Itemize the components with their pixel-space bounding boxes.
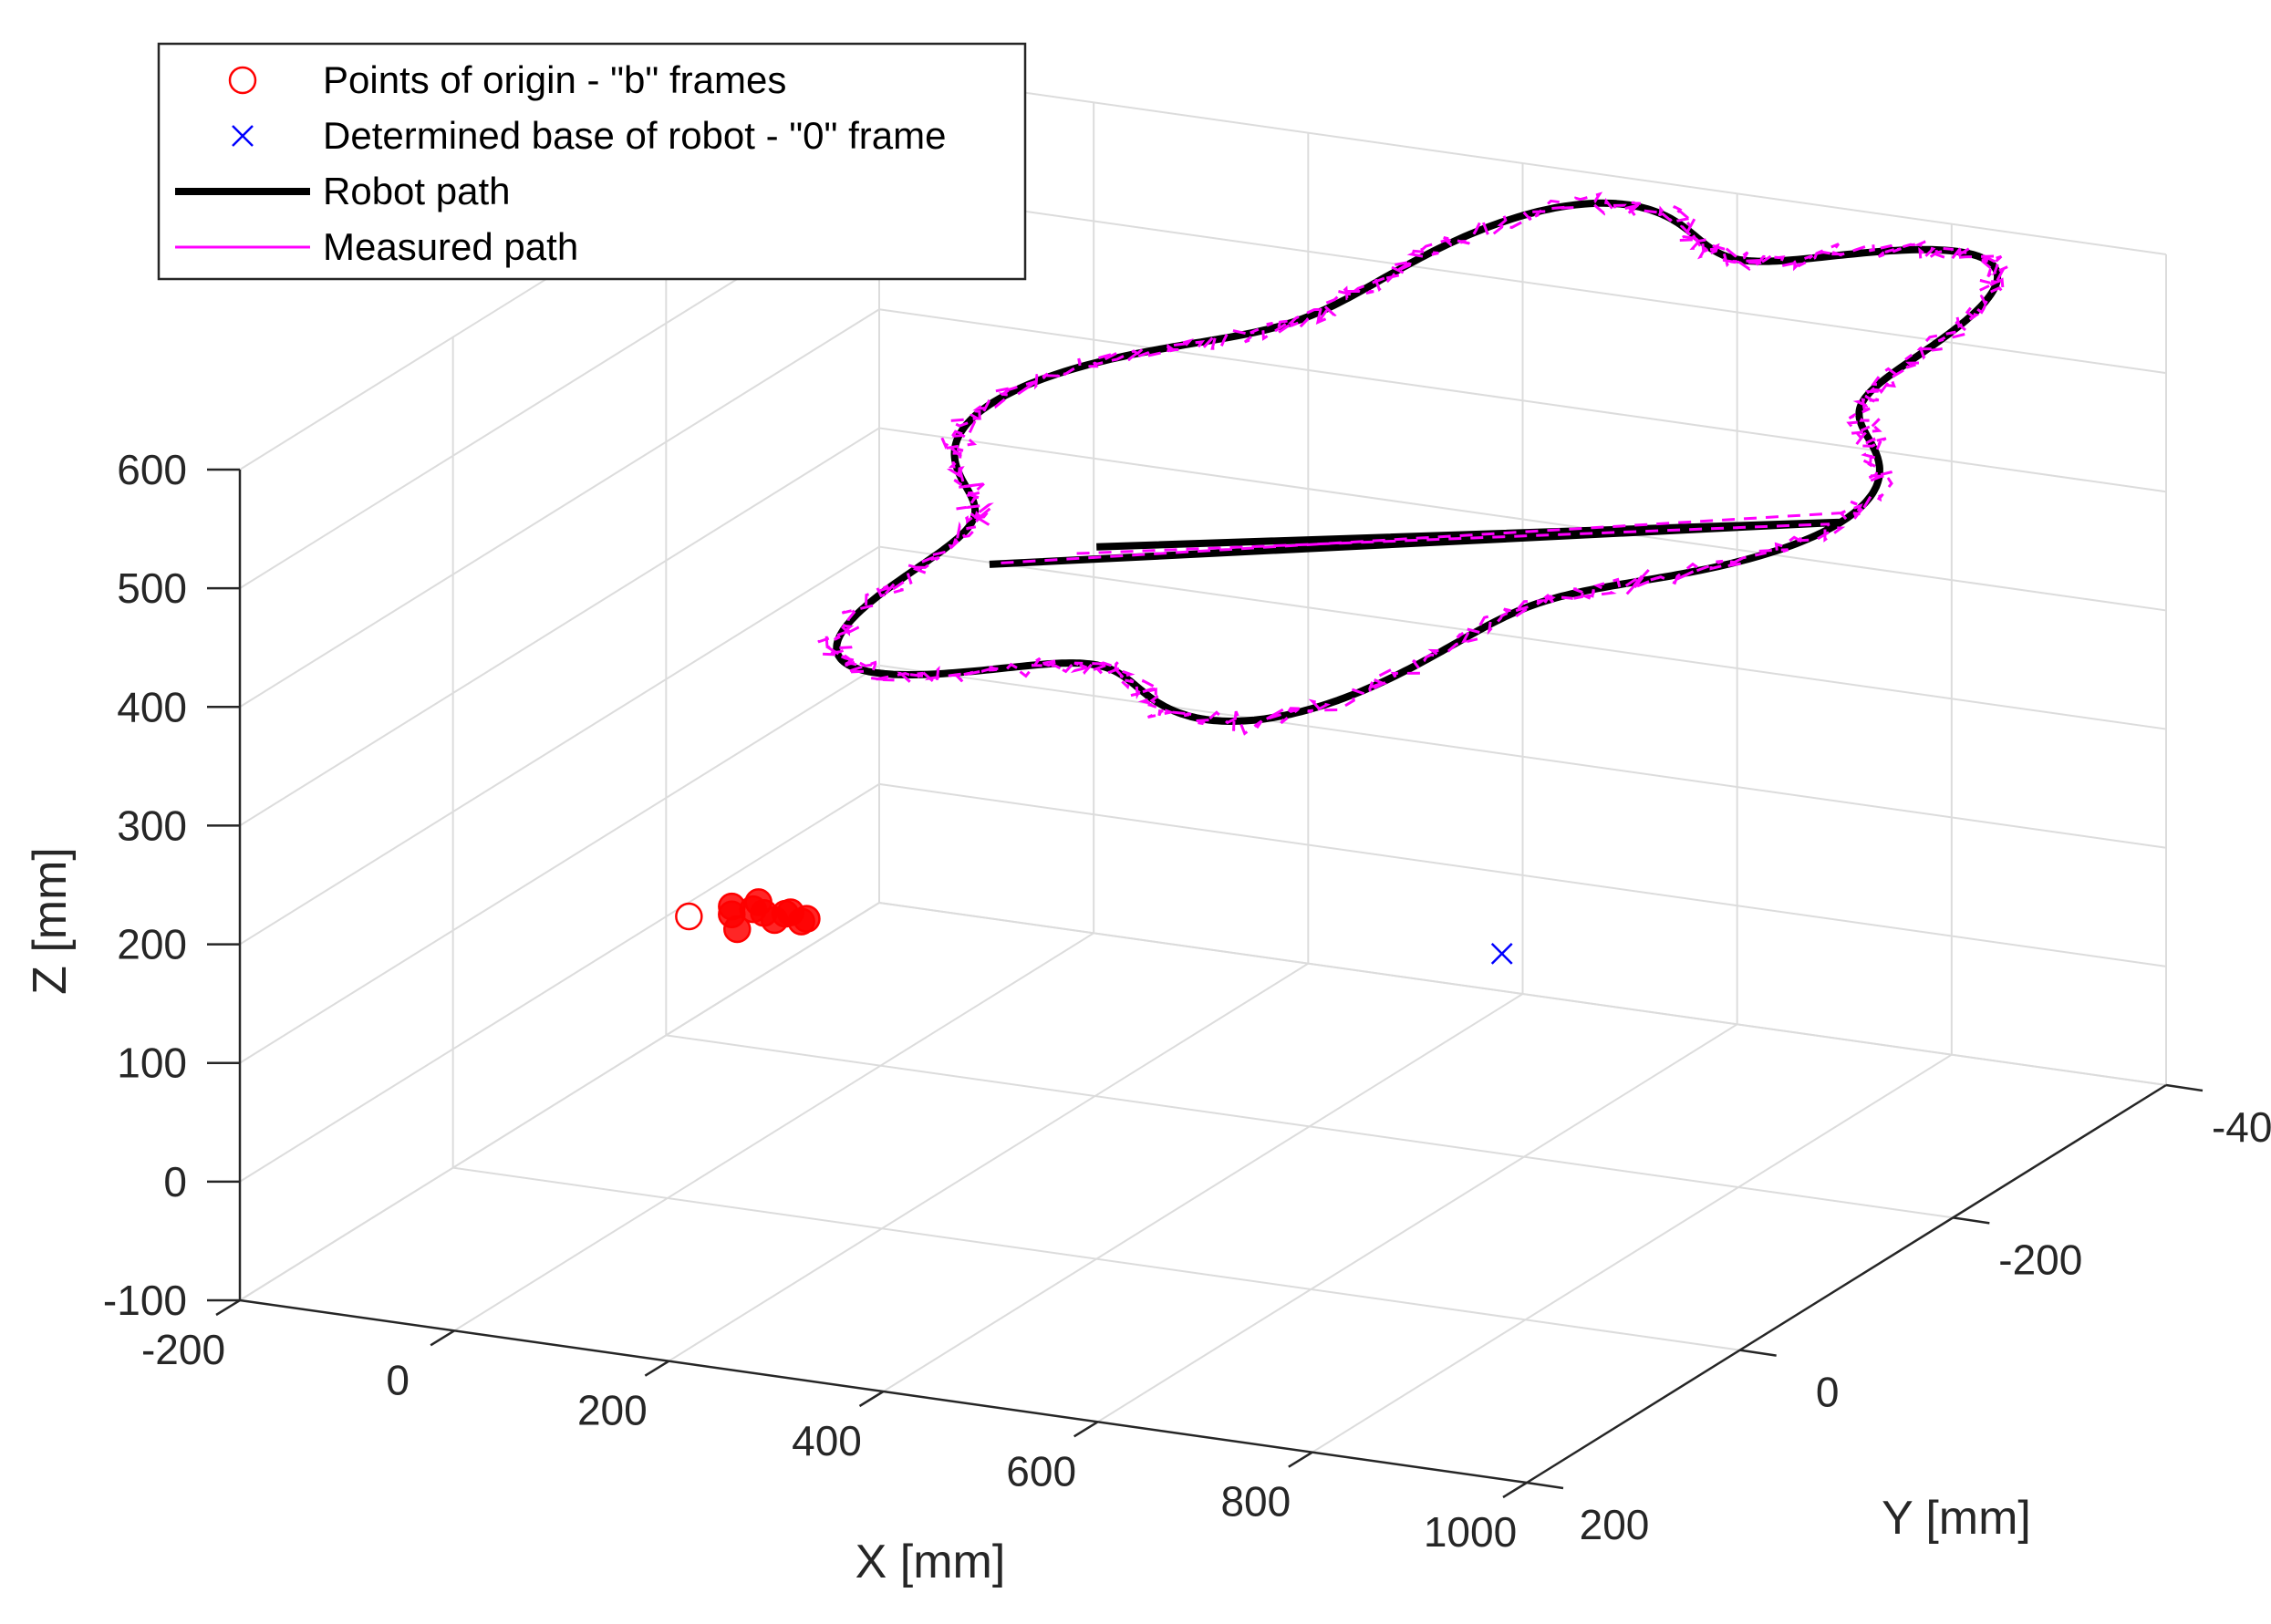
gridline-y-floor bbox=[452, 1166, 1740, 1351]
x-tick-label: 800 bbox=[1220, 1478, 1291, 1526]
z-tick-label: 300 bbox=[117, 802, 187, 849]
z-tick-label: 600 bbox=[117, 446, 187, 493]
gridline-x-floor bbox=[1312, 1053, 1953, 1453]
y-tick-mark bbox=[1953, 1216, 1990, 1225]
tick-labels: -200 0 200 400 600 800 1000 -400 -200 0 200 -100 0 10… bbox=[103, 446, 2271, 1556]
x-tick-mark bbox=[1502, 1481, 1528, 1499]
gridline-z-back bbox=[878, 190, 2167, 375]
z-tick-label: -100 bbox=[103, 1277, 187, 1324]
gridline-z-side bbox=[239, 783, 880, 1183]
origin-point-marker bbox=[723, 915, 752, 944]
gridline-x-floor bbox=[1097, 1023, 1738, 1423]
y-tick-mark bbox=[2165, 1083, 2204, 1092]
y-axis-label: Y [mm] bbox=[1882, 1492, 2031, 1545]
robot-base-marker bbox=[1490, 942, 1513, 965]
legend-label-origin-points: Points of origin - "b" frames bbox=[323, 58, 786, 101]
x-tick-label: 1000 bbox=[1424, 1508, 1517, 1556]
z-tick-label: 100 bbox=[117, 1040, 187, 1087]
origin-point-marker bbox=[787, 907, 815, 936]
x-tick-mark bbox=[858, 1390, 885, 1408]
gridline-z-back bbox=[878, 308, 2167, 493]
y-tick-label: 0 bbox=[1816, 1369, 1840, 1416]
x-tick-mark bbox=[430, 1329, 455, 1347]
gridline-x-floor bbox=[453, 932, 1094, 1332]
gridline-z-side bbox=[239, 545, 880, 946]
x-tick-mark bbox=[1073, 1421, 1099, 1438]
x-tick-label: 200 bbox=[577, 1387, 648, 1434]
gridline-z-back bbox=[878, 545, 2167, 730]
gridline-z-back bbox=[878, 427, 2167, 612]
y-axis-line bbox=[1526, 1083, 2167, 1484]
x-tick-mark bbox=[215, 1298, 241, 1317]
z-tick-label: 200 bbox=[117, 921, 187, 968]
x-tick-mark bbox=[1288, 1451, 1313, 1468]
gridline-z-back bbox=[878, 71, 2167, 255]
gridline-z-side bbox=[239, 664, 880, 1064]
z-tick-label: 0 bbox=[163, 1158, 187, 1205]
x-tick-label: 400 bbox=[792, 1417, 862, 1464]
x-tick-label: -200 bbox=[141, 1326, 225, 1373]
y-tick-mark bbox=[1526, 1481, 1564, 1490]
x-tick-label: 600 bbox=[1006, 1447, 1076, 1495]
gridline-z-side bbox=[239, 308, 880, 709]
gridline-z-side bbox=[239, 902, 880, 1301]
z-tick-label: 500 bbox=[117, 564, 187, 612]
z-axis-label: Z [mm] bbox=[24, 847, 77, 995]
legend-label-robot-base: Determined base of robot - "0" frame bbox=[323, 114, 946, 157]
origin-point-marker bbox=[675, 902, 703, 931]
legend-box bbox=[157, 42, 1027, 281]
gridline-z-back bbox=[878, 902, 2167, 1086]
x-tick-mark bbox=[644, 1360, 669, 1377]
side-wall bbox=[240, 72, 879, 1300]
grid-lines bbox=[239, 71, 2167, 1484]
legend: Points of origin - "b" frames Determined… bbox=[157, 42, 1027, 281]
gridline-y-floor bbox=[666, 1034, 1954, 1219]
plot-area bbox=[675, 191, 2008, 965]
robot-base-marker-stroke bbox=[1490, 942, 1513, 965]
gridline-x-floor bbox=[882, 993, 1524, 1392]
gridline-z-side bbox=[239, 427, 880, 827]
z-tick-label: 400 bbox=[117, 683, 187, 730]
y-tick-label: -200 bbox=[1998, 1236, 2082, 1283]
legend-marker-robot-base bbox=[232, 125, 254, 147]
gridline-x-floor bbox=[668, 962, 1309, 1362]
gridline-z-back bbox=[878, 664, 2167, 849]
x-axis-label: X [mm] bbox=[856, 1536, 1006, 1588]
y-tick-label: 200 bbox=[1580, 1501, 1650, 1548]
legend-marker-origin-points bbox=[228, 66, 257, 95]
measured-path-line bbox=[817, 191, 2008, 736]
axis-lines bbox=[207, 468, 2204, 1499]
y-tick-label: -400 bbox=[2212, 1103, 2271, 1151]
legend-label-measured-path: Measured path bbox=[323, 225, 578, 268]
gridline-z-back bbox=[878, 782, 2167, 967]
x-tick-label: 0 bbox=[386, 1356, 410, 1403]
legend-label-robot-path: Robot path bbox=[323, 170, 511, 212]
y-tick-mark bbox=[1739, 1349, 1777, 1357]
